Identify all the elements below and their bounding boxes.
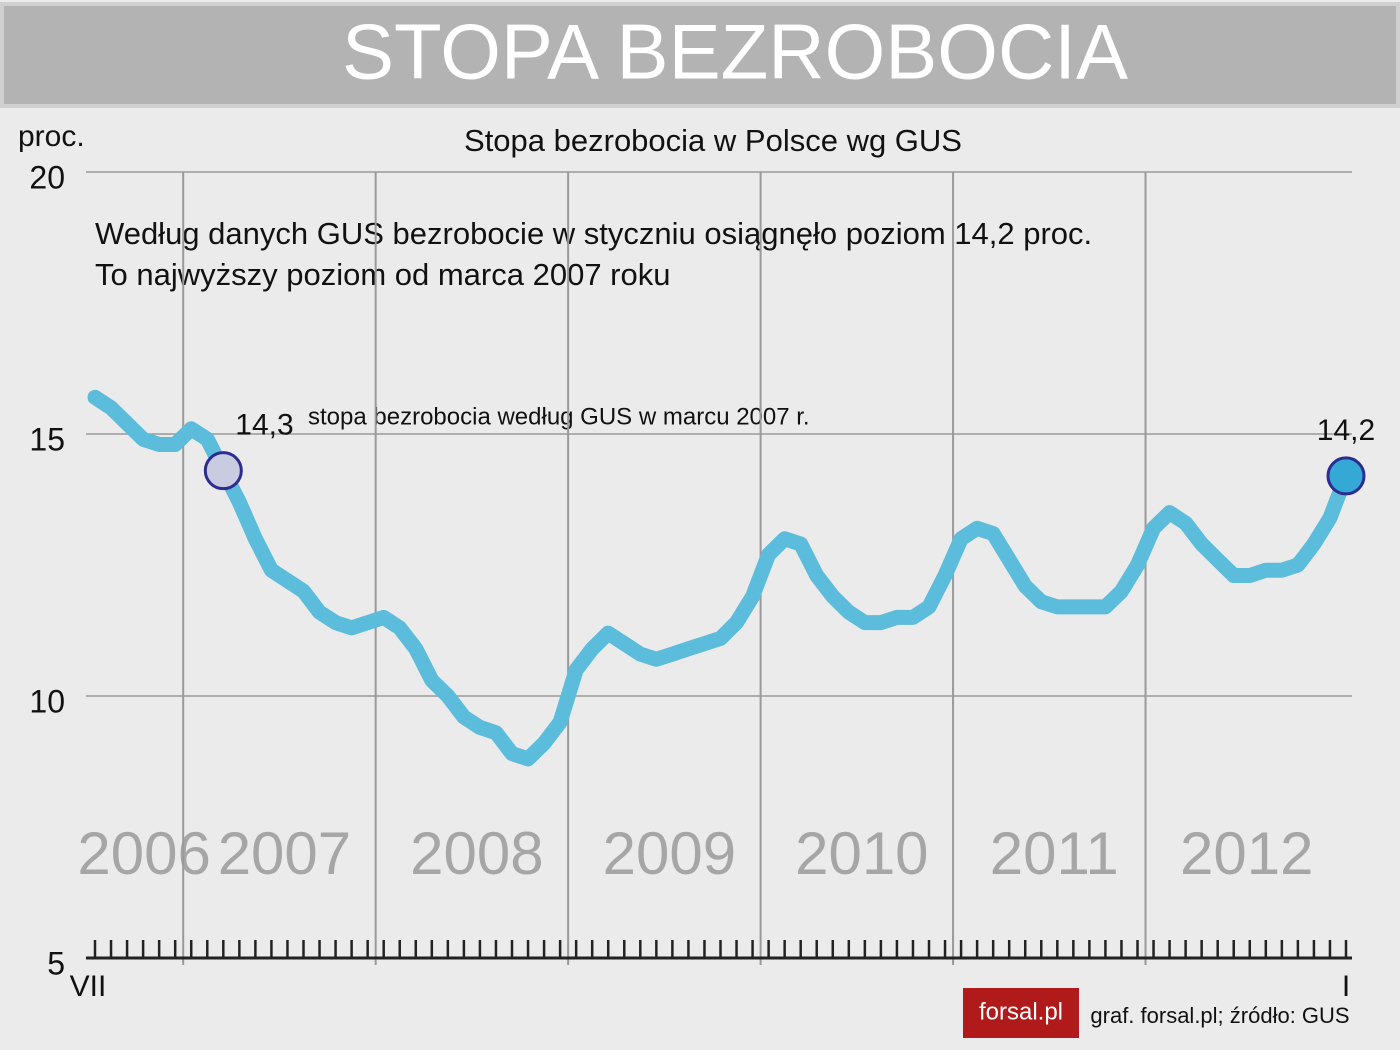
point-note: stopa bezrobocia według GUS w marcu 2007… [308, 403, 810, 430]
highlight-marker [1326, 456, 1366, 496]
year-label: 2008 [410, 820, 543, 887]
x-tick-label: VII [70, 970, 107, 1003]
logo-box [963, 988, 1079, 1038]
line [87, 389, 1354, 767]
y-tick-label: 5 [47, 945, 65, 981]
annotation: To najwyższy poziom od marca 2007 roku [95, 257, 670, 292]
x-tick-label: I [1342, 970, 1350, 1003]
year-label: 2009 [603, 820, 736, 887]
year-label: 2010 [795, 820, 928, 887]
logo: forsal.pl [979, 998, 1063, 1025]
header: STOPA BEZROBOCIA [342, 8, 1128, 96]
y-tick-label: 10 [29, 683, 65, 719]
header-bar [0, 2, 1400, 108]
y-tick-label: 20 [29, 159, 65, 195]
year-label: 2012 [1180, 820, 1313, 887]
highlight-marker [203, 451, 243, 491]
y-tick-label: 15 [29, 421, 65, 457]
chart-title: Stopa bezrobocia w Polsce wg GUS [464, 123, 962, 158]
source: graf. forsal.pl; źródło: GUS [1090, 1003, 1349, 1028]
y-label: proc. [18, 120, 85, 153]
annotation: Według danych GUS bezrobocie w styczniu … [95, 216, 1092, 251]
value-label: 14,3 [235, 409, 293, 442]
year-label: 2007 [218, 820, 351, 887]
year-label: 2011 [990, 820, 1119, 887]
year-label: 2006 [77, 820, 210, 887]
value-label: 14,2 [1317, 414, 1375, 447]
